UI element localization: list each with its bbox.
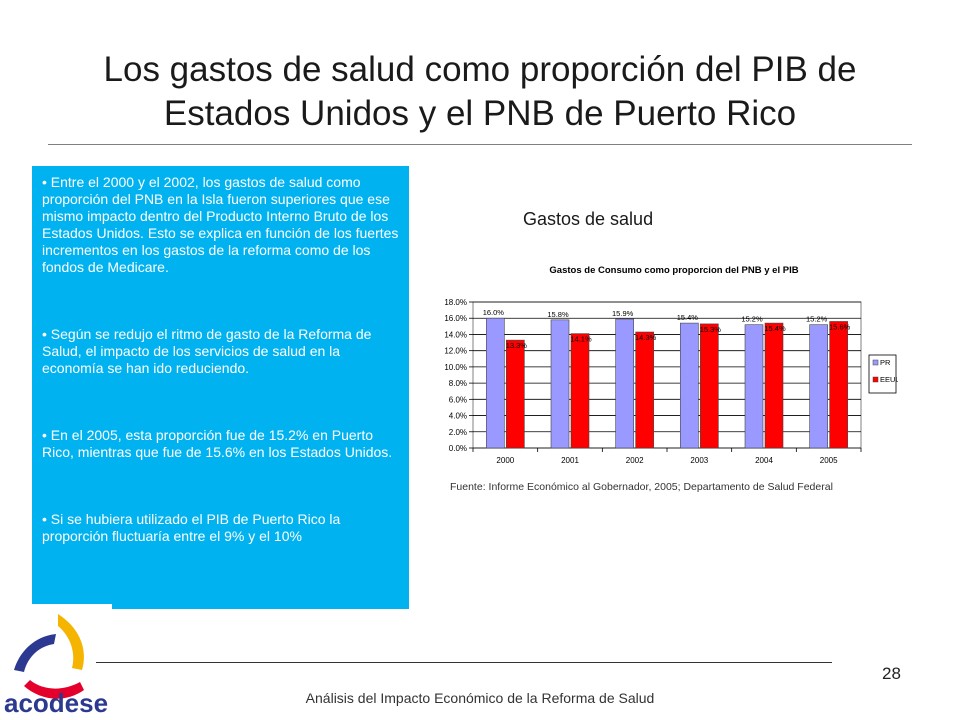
- legend-label: PR: [880, 358, 891, 367]
- chart-legend: PR EEUU: [868, 354, 898, 394]
- data-label: 15.4%: [677, 313, 699, 322]
- chart-heading: Gastos de salud: [523, 209, 654, 229]
- data-label: 14.1%: [570, 335, 592, 344]
- data-label: 16.0%: [483, 308, 505, 317]
- source-note: Fuente: Informe Económico al Gobernador,…: [450, 481, 833, 493]
- y-tick-label: 8.0%: [449, 379, 467, 388]
- bar-pr-2003: [680, 322, 699, 449]
- data-label: 15.9%: [612, 309, 634, 318]
- bullet-4: • Si se hubiera utilizado el PIB de Puer…: [42, 511, 341, 544]
- y-tick-label: 2.0%: [449, 428, 467, 437]
- bar-eeuu-2005: [829, 321, 848, 449]
- footer-divider: [96, 662, 832, 663]
- data-label: 15.4%: [764, 324, 786, 333]
- data-label: 13.3%: [506, 341, 528, 350]
- x-tick-label: 2001: [561, 456, 579, 465]
- x-tick-label: 2000: [496, 456, 514, 465]
- footer-caption: Análisis del Impacto Económico de la Ref…: [305, 690, 655, 706]
- bar-pr-2004: [744, 324, 764, 449]
- y-tick-label: 10.0%: [444, 363, 467, 372]
- bar-eeuu-2003: [700, 323, 719, 449]
- page-title: Los gastos de salud como proporción del …: [103, 50, 857, 133]
- bullet-text-box: • Entre el 2000 y el 2002, los gastos de…: [32, 166, 409, 609]
- plot-area: [472, 301, 862, 449]
- bar-pr-2002: [615, 318, 634, 449]
- legend-swatch: [872, 359, 879, 366]
- x-tick-label: 2003: [690, 456, 708, 465]
- bar-pr-2005: [809, 324, 828, 449]
- data-label: 15.2%: [806, 315, 828, 324]
- y-tick-label: 14.0%: [444, 330, 467, 339]
- page-number: 28: [882, 664, 901, 683]
- legend-swatch: [872, 376, 879, 383]
- y-tick-label: 4.0%: [449, 412, 467, 421]
- logo-wordmark: acodese: [4, 688, 108, 718]
- bullet-1: • Entre el 2000 y el 2002, los gastos de…: [42, 174, 399, 275]
- chart-title: Gastos de Consumo como proporcion del PN…: [549, 265, 798, 276]
- data-label: 14.3%: [635, 333, 657, 342]
- bar-eeuu-2002: [635, 331, 654, 449]
- y-tick-label: 16.0%: [444, 314, 467, 323]
- data-label: 15.3%: [700, 325, 722, 334]
- x-tick-label: 2004: [755, 456, 773, 465]
- y-tick-label: 0.0%: [449, 444, 467, 453]
- data-label: 15.8%: [547, 310, 569, 319]
- bar-eeuu-2001: [570, 333, 590, 449]
- y-tick-label: 18.0%: [444, 298, 467, 307]
- bullet-2: • Según se redujo el ritmo de gasto de l…: [42, 326, 372, 376]
- bullet-3: • En el 2005, esta proporción fue de 15.…: [42, 427, 393, 460]
- bar-eeuu-2004: [764, 322, 784, 449]
- data-label: 15.2%: [741, 315, 763, 324]
- x-tick-label: 2002: [626, 456, 644, 465]
- title-divider: [48, 144, 912, 145]
- bar-eeuu-2000: [506, 339, 525, 449]
- x-tick-label: 2005: [820, 456, 838, 465]
- data-label: 15.6%: [829, 322, 851, 331]
- bar-pr-2000: [486, 317, 505, 449]
- y-tick-label: 6.0%: [449, 395, 467, 404]
- acodese-logo: acodese: [4, 614, 108, 718]
- health-spending-chart: Gastos de Consumo como proporcion del PN…: [444, 265, 898, 465]
- y-tick-label: 12.0%: [444, 347, 467, 356]
- legend-label: EEUU: [880, 375, 898, 384]
- box-notch: [32, 604, 112, 610]
- bar-pr-2001: [550, 319, 570, 449]
